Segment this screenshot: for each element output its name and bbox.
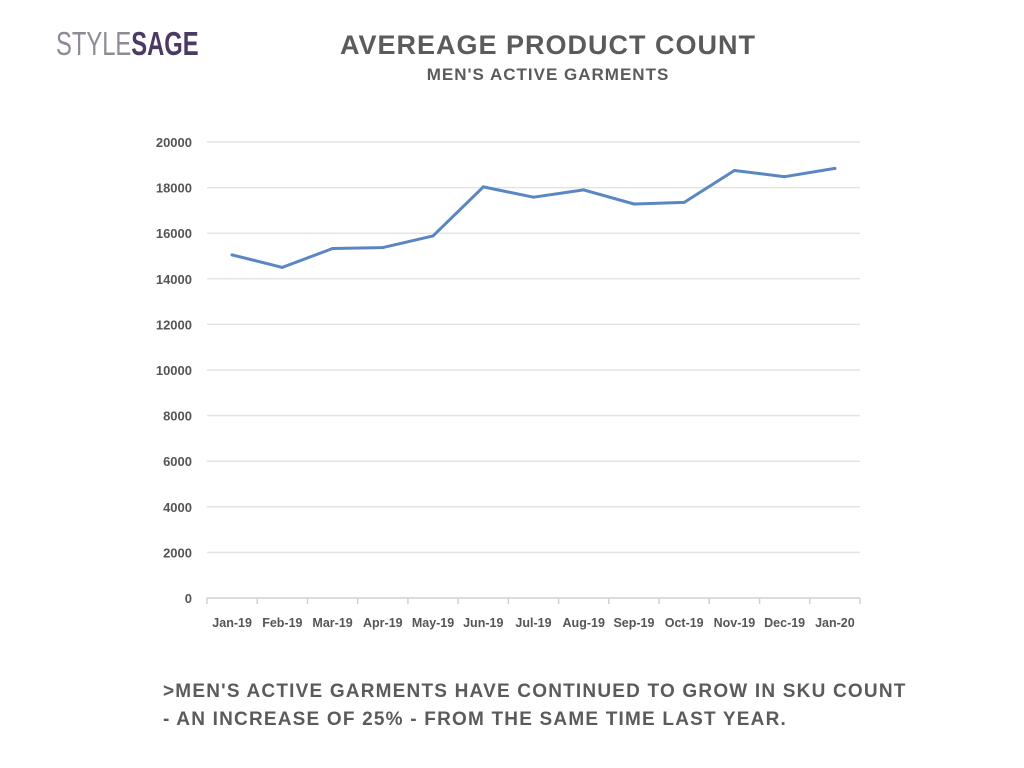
chart-title: AVEREAGE PRODUCT COUNT xyxy=(339,30,757,60)
x-tick-label: Jan-19 xyxy=(212,616,252,630)
data-point xyxy=(431,234,435,238)
x-tick-label: Mar-19 xyxy=(312,616,352,630)
y-tick-label: 16000 xyxy=(156,226,192,241)
x-tick-labels: Jan-19 Feb-19 Mar-19 Apr-19 May-19 Jun-19 Jul-… xyxy=(212,616,854,630)
data-point xyxy=(280,265,284,269)
x-tick-label: May-19 xyxy=(412,616,454,630)
x-tick-label: Oct-19 xyxy=(665,616,704,630)
data-point xyxy=(582,188,586,192)
stylesage-logo: STYLESAGE xyxy=(56,24,199,64)
x-tick-label: Aug-19 xyxy=(563,616,605,630)
x-tick-label: Feb-19 xyxy=(262,616,302,630)
data-point xyxy=(230,253,234,257)
y-tick-label: 20000 xyxy=(156,135,192,150)
chart-subtitle: MEN'S ACTIVE GARMENTS xyxy=(426,65,670,84)
x-tick-label: Dec-19 xyxy=(764,616,805,630)
logo-part-style: STYLE xyxy=(56,25,132,62)
x-tick-label: Jul-19 xyxy=(515,616,551,630)
y-tick-label: 12000 xyxy=(156,317,192,332)
data-point xyxy=(532,195,535,199)
y-tick-labels: 0 2000 4000 6000 8000 10000 12000 14000 16000 180… xyxy=(156,135,192,606)
data-point xyxy=(732,169,736,172)
data-point xyxy=(381,246,385,250)
caption-line-2: - AN INCREASE OF 25% - FROM THE SAME TIM… xyxy=(163,709,787,730)
y-tick-label: 14000 xyxy=(156,272,192,287)
logo-part-sage: SAGE xyxy=(131,25,199,62)
x-tick-label: Sep-19 xyxy=(613,616,654,630)
y-tick-label: 18000 xyxy=(156,181,192,196)
insight-caption: >MEN'S ACTIVE GARMENTS HAVE CONTINUED TO… xyxy=(163,678,923,734)
y-tick-label: 2000 xyxy=(163,545,192,560)
x-tick-label: Jun-19 xyxy=(463,616,503,630)
data-point xyxy=(632,202,636,206)
x-tick-label: Apr-19 xyxy=(363,616,403,630)
data-point xyxy=(783,175,787,179)
axes xyxy=(206,597,861,604)
series-line-group xyxy=(230,166,837,269)
y-tick-label: 10000 xyxy=(156,363,192,378)
gridlines xyxy=(207,141,860,554)
y-tick-label: 6000 xyxy=(163,454,192,469)
y-tick-label: 8000 xyxy=(163,409,192,424)
caption-line-1: >MEN'S ACTIVE GARMENTS HAVE CONTINUED TO… xyxy=(163,681,907,702)
x-tick-label: Jan-20 xyxy=(815,616,855,630)
data-point xyxy=(682,200,686,204)
series-line xyxy=(230,166,837,269)
data-point xyxy=(331,246,335,250)
data-point xyxy=(481,185,485,189)
y-tick-label: 4000 xyxy=(163,500,192,515)
data-point xyxy=(833,166,837,170)
y-tick-label: 0 xyxy=(185,591,192,606)
x-tick-label: Nov-19 xyxy=(714,616,756,630)
